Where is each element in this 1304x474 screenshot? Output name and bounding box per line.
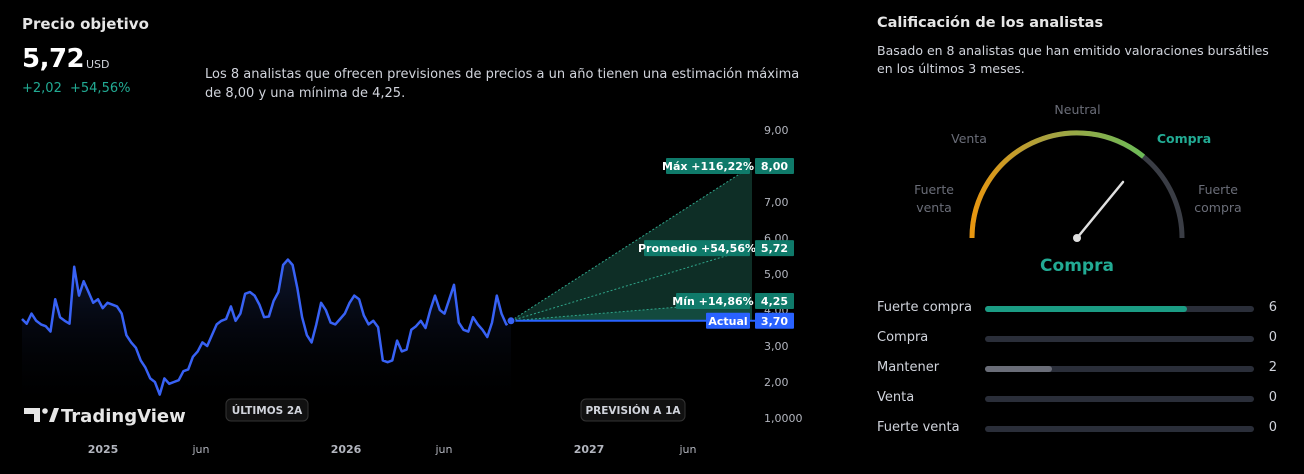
forecast-description: Los 8 analistas que ofrecen previsiones …: [205, 67, 800, 101]
tradingview-logo: TradingView: [24, 406, 186, 427]
change-absolute: +2,02: [22, 81, 62, 96]
rating-bar-track: [985, 336, 1254, 342]
gauge-label-sell: Venta: [951, 131, 987, 146]
target-avg-tag-value-bg: [755, 240, 794, 257]
rating-bar-track: [985, 366, 1254, 372]
y-tick-label: 1,0000: [764, 412, 803, 425]
rating-row-label: Venta: [877, 390, 915, 405]
x-tick-label: jun: [679, 443, 697, 456]
rating-bar-track: [985, 306, 1254, 312]
y-tick-label: 7,00: [764, 196, 789, 209]
target-avg-tag: Promedio +54,56% 5,72: [638, 240, 794, 257]
rating-row-count: 0: [1268, 420, 1277, 435]
price-area: [22, 259, 511, 411]
gauge-pivot: [1073, 234, 1081, 242]
rating-gauge: [969, 130, 1185, 242]
price-line: [21, 258, 512, 396]
target-min-tag: Mín +14,86% 4,25: [672, 293, 794, 309]
rating-verdict: Compra: [1040, 256, 1114, 276]
target-max-tag: Máx +116,22% 8,00: [662, 158, 794, 174]
rating-row-label: Mantener: [877, 360, 940, 375]
target-max-tag-value-bg: [755, 158, 794, 174]
y-tick-label: 3,00: [764, 340, 789, 353]
target-max-tag-label: Máx +116,22%: [662, 160, 754, 173]
target-max-tag-value: 8,00: [761, 160, 788, 173]
logo-text: TradingView: [61, 406, 186, 427]
rating-row: Venta 0: [877, 390, 1277, 410]
rating-row: Mantener 2: [877, 360, 1277, 380]
target-avg-tag-label-bg: [644, 240, 750, 257]
target-price: 5,72: [22, 44, 85, 74]
x-tick-label: 2026: [331, 443, 362, 456]
target-line: [510, 247, 753, 322]
target-min-tag-value-bg: [755, 293, 794, 309]
rating-row-label: Fuerte compra: [877, 300, 972, 315]
current-tag-value: 3,70: [761, 315, 788, 328]
current-point: [506, 316, 516, 326]
forecast-button[interactable]: PREVISIÓN A 1A: [580, 398, 686, 422]
forecast-cone-lower: [511, 301, 752, 321]
target-max-tag-label-bg: [666, 158, 750, 174]
target-min-tag-label-bg: [676, 293, 750, 309]
rating-row-label: Fuerte venta: [877, 420, 960, 435]
ratings-title: Calificación de los analistas: [877, 15, 1104, 31]
y-tick-label: 2,00: [764, 376, 789, 389]
rating-row: Compra 0: [877, 330, 1277, 350]
history-button-bg: [225, 398, 309, 422]
rating-row-count: 0: [1268, 330, 1277, 345]
y-tick-label: 9,00: [764, 124, 789, 137]
rating-bar-track: [985, 426, 1254, 432]
gauge-label-neutral: Neutral: [1054, 102, 1101, 117]
target-min-tag-value: 4,25: [761, 295, 788, 308]
rating-row: Fuerte venta 0: [877, 420, 1277, 440]
forecast-button-bg: [580, 398, 686, 422]
rating-row-count: 6: [1268, 300, 1277, 315]
rating-row-label: Compra: [877, 330, 929, 345]
ratings-subtitle: Basado en 8 analistas que han emitido va…: [877, 43, 1269, 76]
rating-bar-track: [985, 396, 1254, 402]
gauge-fill: [969, 130, 1146, 239]
logo-mark-slash: [49, 408, 59, 422]
history-button-label: ÚLTIMOS 2A: [232, 404, 303, 417]
current-tag: Actual 3,70: [706, 312, 794, 329]
target-avg-tag-label: Promedio +54,56%: [638, 242, 756, 255]
x-tick-label: jun: [192, 443, 210, 456]
gauge-track: [969, 130, 1185, 239]
page-title: Precio objetivo: [22, 15, 149, 33]
y-tick-label: 5,00: [764, 268, 789, 281]
current-tag-label-bg: [706, 312, 750, 329]
change-percent: +54,56%: [70, 81, 131, 96]
gauge-label-strong-sell: Fuerte venta: [914, 182, 954, 215]
forecast-button-label: PREVISIÓN A 1A: [585, 404, 681, 417]
x-tick-label: jun: [435, 443, 453, 456]
target-avg-tag-value: 5,72: [761, 242, 788, 255]
rating-bar-fill: [985, 366, 1053, 372]
forecast-cone: [511, 166, 752, 321]
rating-bar-fill: [985, 306, 1187, 312]
current-tag-value-bg: [755, 312, 794, 329]
logo-mark-dot: [42, 408, 48, 414]
x-tick-label: 2027: [574, 443, 605, 456]
rating-row: Fuerte compra 6: [877, 300, 1277, 320]
gauge-label-buy: Compra: [1156, 131, 1212, 146]
target-min-tag-label: Mín +14,86%: [672, 295, 753, 308]
rating-row-count: 2: [1268, 360, 1277, 375]
history-button[interactable]: ÚLTIMOS 2A: [225, 398, 309, 422]
x-tick-label: 2025: [88, 443, 119, 456]
gauge-label-strong-buy: Fuerte compra: [1194, 182, 1242, 215]
gauge-needle: [1075, 180, 1125, 240]
currency: USD: [86, 58, 110, 71]
rating-row-count: 0: [1268, 390, 1277, 405]
logo-mark-t: [24, 408, 40, 422]
current-tag-label: Actual: [708, 315, 747, 328]
